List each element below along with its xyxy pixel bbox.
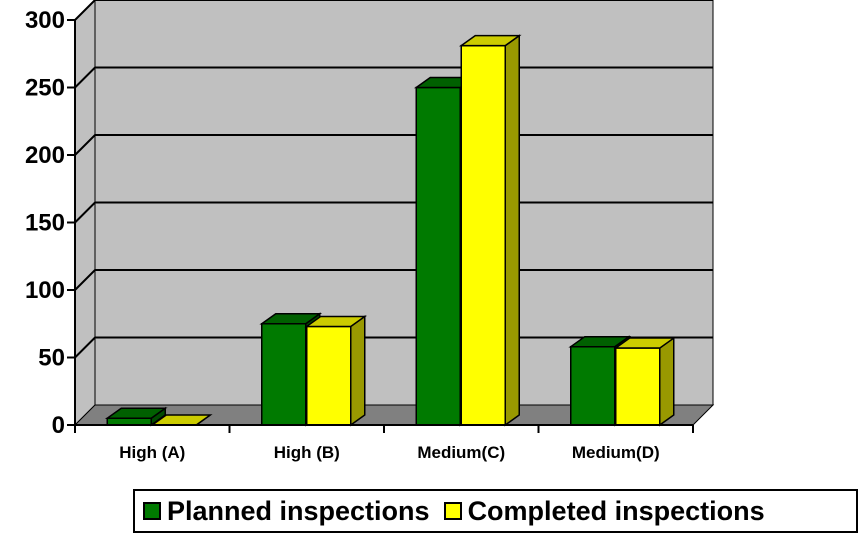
bars: [104, 34, 677, 427]
y-tick-label: 0: [52, 412, 65, 439]
x-tick-label: Medium(C): [417, 443, 505, 462]
bar-side: [504, 34, 520, 427]
bar-top: [458, 34, 522, 47]
y-tick-label: 200: [25, 142, 65, 169]
bar: [458, 34, 522, 427]
bar: [104, 406, 168, 427]
bar: [304, 314, 368, 427]
bar-top: [304, 315, 368, 328]
bar-front: [306, 325, 352, 426]
legend-item-planned: Planned inspections: [143, 496, 430, 527]
bar-top: [568, 335, 632, 348]
bar-front: [615, 347, 661, 426]
bar-side: [659, 336, 675, 427]
bar-chart: 0 50 100 150 200 250 300 High (A) High (B) Mediu…: [25, 0, 715, 462]
bar-side: [350, 314, 366, 427]
y-tick-labels: 0 50 100 150 200 250 300: [25, 7, 65, 439]
bar: [613, 336, 677, 427]
bar-front: [415, 86, 461, 426]
legend: Planned inspections Completed inspection…: [133, 489, 858, 533]
legend-label-completed: Completed inspections: [467, 495, 765, 526]
y-tick-label: 50: [38, 345, 65, 372]
bar-front: [106, 417, 152, 426]
y-tick-label: 250: [25, 75, 65, 102]
y-tick-label: 150: [25, 210, 65, 237]
legend-swatch-planned: [143, 502, 161, 520]
bar-front: [261, 323, 307, 426]
legend-label-planned: Planned inspections: [167, 495, 430, 526]
x-tick-labels: High (A) High (B) Medium(C) Medium(D): [119, 443, 659, 462]
bar-front: [570, 345, 616, 426]
axes: [67, 19, 694, 433]
x-tick-label: Medium(D): [572, 443, 660, 462]
y-tick-label: 300: [25, 7, 65, 34]
x-tick-label: High (A): [119, 443, 185, 462]
gridline: [74, 0, 713, 21]
bar-top: [104, 407, 168, 419]
bar-top: [613, 337, 677, 349]
x-tick-label: High (B): [274, 443, 340, 462]
legend-swatch-completed: [443, 502, 462, 520]
bar-top: [259, 313, 323, 325]
bar-front: [460, 44, 506, 426]
y-tick-label: 100: [25, 277, 65, 304]
legend-item-completed: Completed inspections: [443, 495, 765, 527]
